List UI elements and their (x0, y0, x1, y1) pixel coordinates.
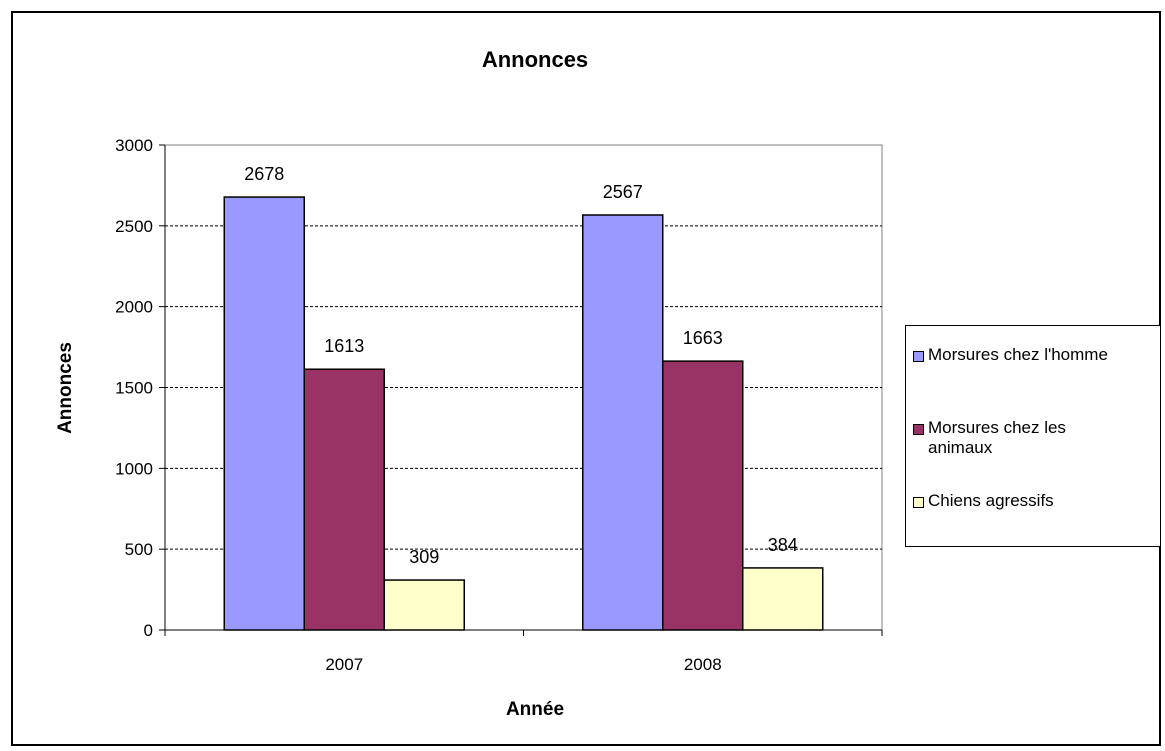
plot-area: 0 500 1000 1500 2000 2500 3000 2678 1613 309 2007 2… (115, 136, 883, 674)
y-tick-label: 2000 (115, 298, 153, 317)
x-axis-title: Année (506, 699, 564, 720)
x-tick-label: 2008 (684, 655, 722, 674)
y-tick-label: 3000 (115, 136, 153, 155)
data-label: 1663 (683, 328, 723, 348)
legend-swatch-chiens-agressifs (913, 497, 924, 508)
y-tick-label: 1500 (115, 379, 153, 398)
legend-swatch-morsures-animaux (913, 424, 924, 435)
data-label: 2567 (603, 182, 643, 202)
bar (383, 579, 465, 631)
legend-item-chiens-agressifs: Chiens agressifs (913, 491, 1158, 511)
legend: Morsures chez l'homme Morsures chez les … (905, 325, 1161, 547)
x-tick-label: 2007 (325, 655, 363, 674)
bar (223, 196, 305, 631)
y-tick-label: 0 (144, 621, 153, 640)
bar (582, 214, 664, 631)
y-tick-label: 500 (125, 540, 153, 559)
data-label: 384 (768, 535, 798, 555)
y-tick-label: 2500 (115, 217, 153, 236)
legend-label-morsures-homme: Morsures chez l'homme (928, 345, 1108, 364)
bar (662, 360, 744, 631)
bar (742, 567, 824, 631)
bar (303, 368, 385, 631)
legend-swatch-morsures-homme (913, 351, 924, 362)
legend-item-morsures-homme: Morsures chez l'homme (913, 345, 1158, 365)
legend-label-chiens-agressifs: Chiens agressifs (928, 491, 1054, 510)
y-axis-title: Annonces (55, 342, 76, 434)
legend-label-morsures-animaux: Morsures chez les animaux (928, 418, 1066, 457)
legend-item-morsures-animaux: Morsures chez les animaux (913, 418, 1098, 458)
y-tick-label: 1000 (115, 459, 153, 478)
data-label: 309 (409, 547, 439, 567)
data-label: 1613 (324, 336, 364, 356)
chart-title: Annonces (482, 47, 588, 72)
data-label: 2678 (244, 164, 284, 184)
